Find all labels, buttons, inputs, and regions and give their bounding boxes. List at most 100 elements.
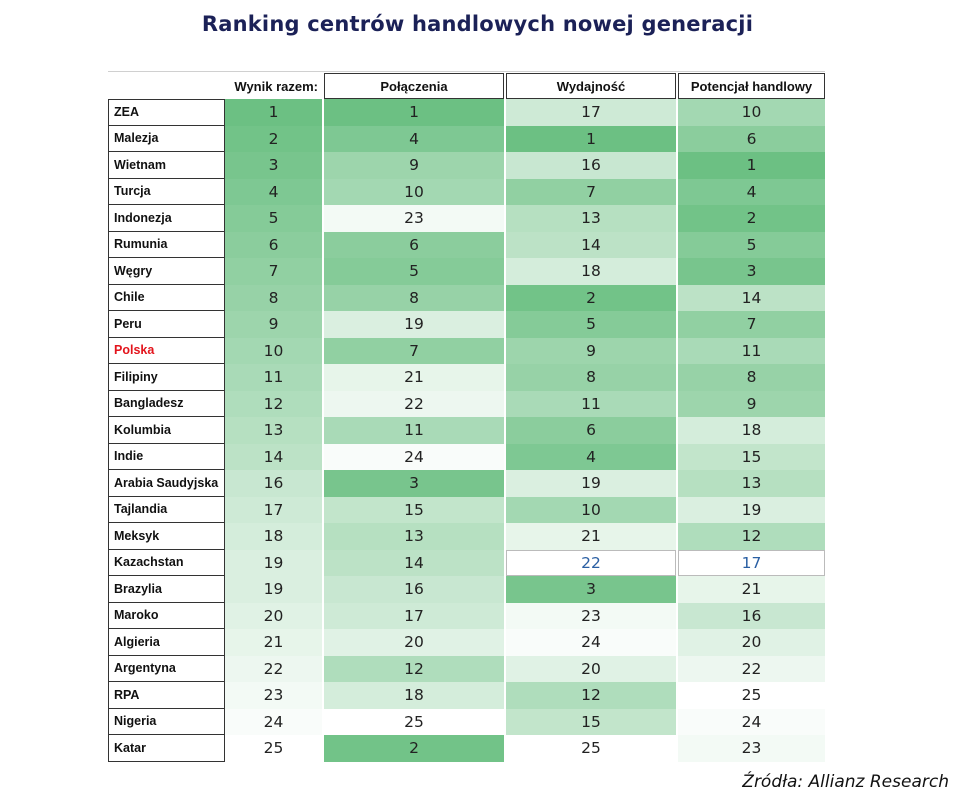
country-label: Meksyk — [108, 523, 225, 550]
rank-cell-polaczenia: 12 — [324, 655, 504, 682]
table-row: Turcja 4 10 7 4 — [108, 178, 825, 205]
country-label: Katar — [108, 735, 225, 762]
rank-cell-wydajnosc: 19 — [506, 470, 676, 497]
country-label: Indonezja — [108, 205, 225, 232]
rank-cell-potencjal-handlowy: 14 — [678, 284, 825, 311]
rank-cell-polaczenia: 3 — [324, 470, 504, 497]
rank-cell-wydajnosc: 24 — [506, 629, 676, 656]
rank-cell-polaczenia: 11 — [324, 417, 504, 444]
rank-cell-wydajnosc: 6 — [506, 417, 676, 444]
rank-cell-potencjal-handlowy: 18 — [678, 417, 825, 444]
rank-cell-wynik-razem: 2 — [225, 125, 322, 152]
rank-cell-wydajnosc: 1 — [506, 125, 676, 152]
table-row: Algieria 21 20 24 20 — [108, 629, 825, 656]
country-label: Polska — [108, 337, 225, 364]
country-label: Bangladesz — [108, 390, 225, 417]
rank-cell-potencjal-handlowy: 24 — [678, 708, 825, 735]
rank-cell-potencjal-handlowy: 7 — [678, 311, 825, 338]
rank-cell-wynik-razem: 20 — [225, 602, 322, 629]
table-row: Argentyna 22 12 20 22 — [108, 655, 825, 682]
table-row: Arabia Saudyjska 16 3 19 13 — [108, 470, 825, 497]
country-label: Brazylia — [108, 576, 225, 603]
rank-cell-polaczenia: 13 — [324, 523, 504, 550]
country-label: Węgry — [108, 258, 225, 285]
rank-cell-wydajnosc: 2 — [506, 284, 676, 311]
rank-cell-wydajnosc: 9 — [506, 337, 676, 364]
country-label: Malezja — [108, 125, 225, 152]
rank-cell-wynik-razem: 5 — [225, 205, 322, 232]
rank-cell-potencjal-handlowy: 5 — [678, 231, 825, 258]
country-label: Chile — [108, 284, 225, 311]
rank-cell-wydajnosc: 8 — [506, 364, 676, 391]
rank-cell-potencjal-handlowy: 13 — [678, 470, 825, 497]
chart-title: Ranking centrów handlowych nowej generac… — [201, 12, 754, 36]
rank-cell-wynik-razem: 10 — [225, 337, 322, 364]
rank-cell-wynik-razem: 12 — [225, 390, 322, 417]
rank-cell-polaczenia: 5 — [324, 258, 504, 285]
table-row: Chile 8 8 2 14 — [108, 284, 825, 311]
rank-cell-wynik-razem: 3 — [225, 152, 322, 179]
rank-cell-wydajnosc: 12 — [506, 682, 676, 709]
rank-cell-potencjal-handlowy: 21 — [678, 576, 825, 603]
rank-cell-potencjal-handlowy: 9 — [678, 390, 825, 417]
header-wydajnosc: Wydajność — [506, 73, 676, 99]
ranking-table: Wynik razem: Połączenia Wydajność Potenc… — [108, 71, 825, 762]
rank-cell-potencjal-handlowy: 20 — [678, 629, 825, 656]
rank-cell-potencjal-handlowy: 19 — [678, 496, 825, 523]
rank-cell-wydajnosc: 3 — [506, 576, 676, 603]
table-row: Indie 14 24 4 15 — [108, 443, 825, 470]
table-row: Peru 9 19 5 7 — [108, 311, 825, 338]
rank-cell-polaczenia: 8 — [324, 284, 504, 311]
rank-cell-wynik-razem: 19 — [225, 549, 322, 576]
country-label: Argentyna — [108, 655, 225, 682]
rank-cell-wynik-razem: 22 — [225, 655, 322, 682]
rank-cell-potencjal-handlowy: 10 — [678, 99, 825, 126]
rank-cell-wydajnosc: 13 — [506, 205, 676, 232]
rank-cell-wynik-razem: 18 — [225, 523, 322, 550]
rank-cell-potencjal-handlowy: 17 — [678, 549, 825, 576]
rank-cell-wydajnosc: 11 — [506, 390, 676, 417]
rank-cell-potencjal-handlowy: 3 — [678, 258, 825, 285]
rank-cell-polaczenia: 10 — [324, 178, 504, 205]
rank-cell-polaczenia: 1 — [324, 99, 504, 126]
rank-cell-polaczenia: 6 — [324, 231, 504, 258]
country-label: Arabia Saudyjska — [108, 470, 225, 497]
country-label: Maroko — [108, 602, 225, 629]
rank-cell-wydajnosc: 21 — [506, 523, 676, 550]
rank-cell-polaczenia: 4 — [324, 125, 504, 152]
rank-cell-wynik-razem: 7 — [225, 258, 322, 285]
rank-cell-wynik-razem: 16 — [225, 470, 322, 497]
rank-cell-polaczenia: 19 — [324, 311, 504, 338]
rank-cell-wydajnosc: 17 — [506, 99, 676, 126]
table-row: Kolumbia 13 11 6 18 — [108, 417, 825, 444]
header-potencjal-handlowy: Potencjał handlowy — [678, 73, 825, 99]
rank-cell-polaczenia: 15 — [324, 496, 504, 523]
table-row: Węgry 7 5 18 3 — [108, 258, 825, 285]
table-row: Katar 25 2 25 23 — [108, 735, 825, 762]
table-row: Bangladesz 12 22 11 9 — [108, 390, 825, 417]
rank-cell-wynik-razem: 9 — [225, 311, 322, 338]
rank-cell-wydajnosc: 4 — [506, 443, 676, 470]
table-row: Indonezja 5 23 13 2 — [108, 205, 825, 232]
country-label: ZEA — [108, 99, 225, 126]
rank-cell-wydajnosc: 18 — [506, 258, 676, 285]
rank-cell-potencjal-handlowy: 12 — [678, 523, 825, 550]
rank-cell-wynik-razem: 25 — [225, 735, 322, 762]
rank-cell-polaczenia: 16 — [324, 576, 504, 603]
rank-cell-wynik-razem: 19 — [225, 576, 322, 603]
rank-cell-wynik-razem: 6 — [225, 231, 322, 258]
rank-cell-polaczenia: 9 — [324, 152, 504, 179]
rank-cell-polaczenia: 20 — [324, 629, 504, 656]
table-row: Wietnam 3 9 16 1 — [108, 152, 825, 179]
table-row: Brazylia 19 16 3 21 — [108, 576, 825, 603]
rank-cell-wydajnosc: 7 — [506, 178, 676, 205]
rank-cell-potencjal-handlowy: 8 — [678, 364, 825, 391]
country-label: Tajlandia — [108, 496, 225, 523]
rank-cell-polaczenia: 21 — [324, 364, 504, 391]
table-row: Rumunia 6 6 14 5 — [108, 231, 825, 258]
country-label: Rumunia — [108, 231, 225, 258]
rank-cell-polaczenia: 7 — [324, 337, 504, 364]
rank-cell-wydajnosc: 14 — [506, 231, 676, 258]
rank-cell-wydajnosc: 16 — [506, 152, 676, 179]
rank-cell-polaczenia: 22 — [324, 390, 504, 417]
